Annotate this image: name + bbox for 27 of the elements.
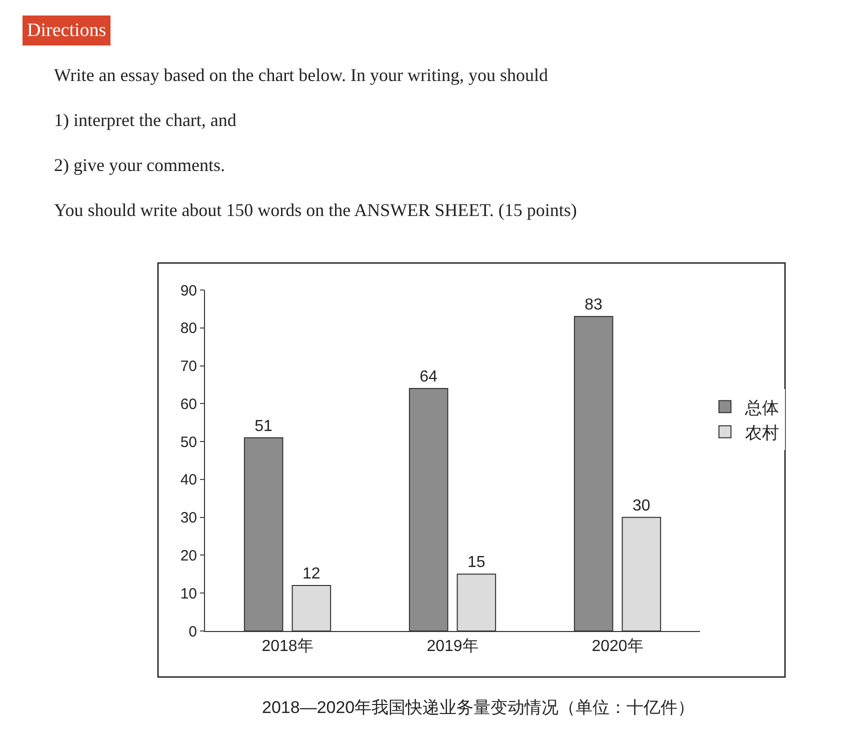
text: Write an essay based on the chart below. In your writing, you should <box>54 65 548 85</box>
y-tick-label: 70 <box>180 358 197 376</box>
data-label: 30 <box>632 497 650 514</box>
x-tick-label: 2018年 <box>262 638 314 656</box>
y-tick-label: 20 <box>180 547 197 564</box>
x-tick-label: 2019年 <box>426 638 478 656</box>
y-tick-label: 90 <box>180 282 197 300</box>
legend-label: 总体 <box>744 398 779 418</box>
y-tick-label: 60 <box>180 396 197 413</box>
y-tick-label: 40 <box>180 472 197 489</box>
data-label: 83 <box>584 296 603 314</box>
text: 2018—2020年我国快递业务量变动情况（单位：十亿件） <box>262 698 695 717</box>
data-label: 15 <box>467 554 486 572</box>
text: Directions <box>27 20 106 41</box>
y-tick-label: 80 <box>180 320 197 338</box>
data-label: 12 <box>302 566 320 583</box>
y-tick-label: 0 <box>188 623 197 640</box>
data-label: 51 <box>254 418 273 435</box>
x-tick-label: 2020年 <box>592 638 644 656</box>
y-tick-label: 10 <box>180 585 197 602</box>
text: 2) give your comments. <box>54 155 225 175</box>
y-tick-label: 30 <box>180 510 197 527</box>
text: 1) interpret the chart, and <box>54 110 236 130</box>
y-tick-label: 50 <box>180 434 197 451</box>
text: You should write about 150 words on the ANSWER SHEET. (15 points) <box>54 200 577 220</box>
data-label: 64 <box>420 368 438 386</box>
legend-label: 农村 <box>744 423 779 442</box>
